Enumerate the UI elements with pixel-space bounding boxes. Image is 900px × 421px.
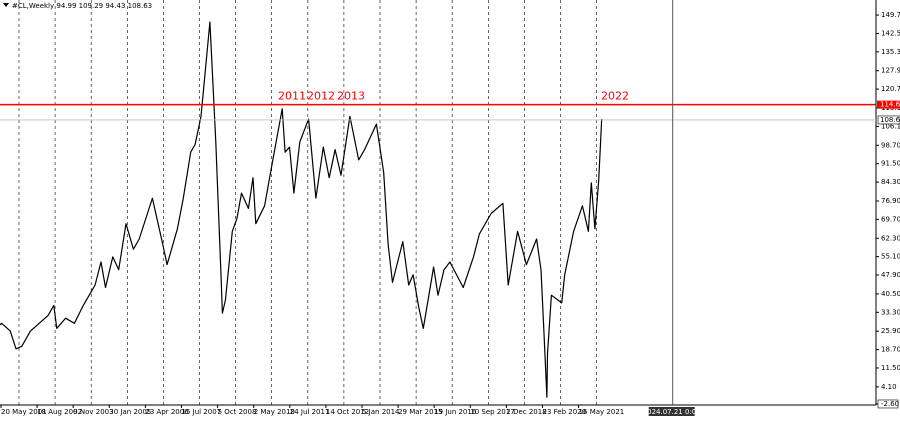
x-tick-label: 2 May 2010 [254, 408, 295, 416]
x-tick-label: 14 Oct 2012 [326, 408, 369, 416]
y-tick-label: 91.50 [881, 160, 900, 168]
y-tick-label: 76.90 [881, 197, 900, 205]
y-tick-label: 11.50 [881, 364, 900, 372]
x-tick-label: 9 Nov 2003 [73, 408, 113, 416]
y-tick-label: 98.70 [881, 141, 900, 149]
level-label: 114.62 [880, 101, 900, 109]
y-tick-label: 120.70 [881, 85, 900, 93]
annotation: 2013 [337, 90, 365, 103]
y-tick-label: 62.30 [881, 234, 900, 242]
x-tick-label: 2 Dec 2018 [506, 408, 546, 416]
x-tick-label: 29 Mar 2015 [398, 408, 442, 416]
x-tick-label: 19 Jun 2016 [434, 408, 477, 416]
annotation: 2012 [307, 90, 335, 103]
y-tick-label: 33.30 [881, 308, 900, 316]
y-tick-label: 106.10 [881, 122, 900, 130]
y-tick-label: 4.10 [881, 383, 897, 391]
crosshair-label: 2024.07.21 0:00 [643, 408, 701, 416]
collapse-icon[interactable] [3, 3, 9, 7]
last-price-label: 108.63 [880, 116, 900, 124]
y-tick-label: 47.90 [881, 271, 900, 279]
crosshair-box [648, 407, 695, 416]
y-tick-label: 149.70 [881, 11, 900, 19]
x-tick-label: 30 Jan 2005 [109, 408, 151, 416]
chart-title: #CL,Weekly 94.99 109.29 94.43 108.63 [12, 2, 152, 10]
x-tick-label: 16 May 2021 [579, 408, 625, 416]
x-tick-label: 10 Sep 2017 [470, 408, 514, 416]
annotation: 2011 [278, 90, 306, 103]
x-tick-label: 24 Jul 2011 [290, 408, 330, 416]
x-tick-label: 5 Jan 2014 [362, 408, 400, 416]
level-box [877, 100, 900, 109]
y-tick-label: 127.90 [881, 67, 900, 75]
y-tick-label: 135.30 [881, 48, 900, 56]
y-tick-label: 69.70 [881, 215, 900, 223]
y-tick-label: 84.30 [881, 178, 900, 186]
price-line [0, 21, 603, 398]
x-tick-label: 23 Apr 2006 [145, 408, 189, 416]
y-tick-label: 18.70 [881, 346, 900, 354]
y-tick-label: 40.50 [881, 290, 900, 298]
y-tick-label: 25.90 [881, 327, 900, 335]
x-tick-label: 18 Aug 2002 [37, 408, 82, 416]
annotation: 2022 [601, 90, 629, 103]
x-tick-label: 23 Feb 2020 [543, 408, 587, 416]
y-tick-label: -2.60 [881, 400, 899, 408]
x-tick-label: 5 Oct 2008 [218, 408, 257, 416]
x-tick-label: 15 Jul 2007 [182, 408, 222, 416]
last-price-box [877, 115, 900, 125]
x-tick-label: 20 May 2001 [1, 408, 47, 416]
y-tick-label: 142.50 [881, 29, 900, 37]
y-tick-label: 55.10 [881, 253, 900, 261]
y-tick-box [877, 399, 899, 409]
